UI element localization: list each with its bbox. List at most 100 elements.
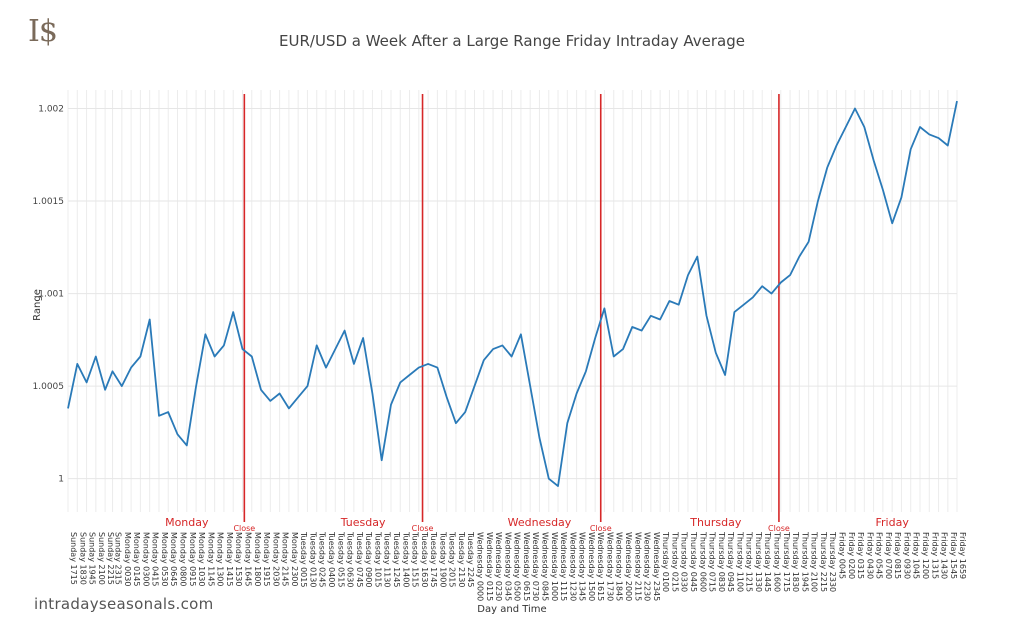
x-tick-label: Thursday 0330 — [680, 531, 689, 592]
x-tick-label: Wednesday 0730 — [531, 532, 540, 601]
x-tick-label: Friday 0815 — [893, 532, 902, 579]
day-label: Monday — [165, 516, 209, 529]
x-tick-label: Monday 1415 — [225, 532, 234, 586]
x-tick-label: Friday 0545 — [875, 532, 884, 579]
x-tick-label: Thursday 2100 — [810, 531, 819, 592]
x-tick-label: Monday 1645 — [243, 532, 252, 586]
x-tick-label: Sunday 2315 — [114, 532, 123, 585]
x-tick-label: Friday 0045 — [837, 532, 846, 579]
close-label: Close — [412, 524, 434, 533]
y-tick-label: 1 — [58, 475, 64, 485]
x-tick-label: Friday 0200 — [847, 532, 856, 579]
x-tick-label: Monday 1300 — [216, 532, 225, 586]
x-tick-label: Thursday 2330 — [828, 531, 837, 592]
x-tick-label: Tuesday 0515 — [336, 531, 345, 587]
x-tick-label: Friday 0430 — [865, 532, 874, 579]
close-label: Close — [233, 524, 255, 533]
chart-title: EUR/USD a Week After a Large Range Frida… — [279, 32, 745, 50]
x-tick-label: Friday 1545 — [949, 532, 958, 579]
x-tick-label: Thursday 0715 — [708, 531, 717, 592]
day-labels: Monday Tuesday Wednesday Thursday Friday — [165, 516, 909, 529]
close-label: Close — [768, 524, 790, 533]
x-tick-label: Wednesday 2230 — [643, 532, 652, 601]
x-tick-label: Friday 1045 — [912, 532, 921, 579]
x-tick-label: Friday 1659 — [958, 532, 967, 579]
x-tick-label: Wednesday 0000 — [476, 532, 485, 601]
series-line-group — [67, 100, 958, 488]
x-tick-label: Thursday 1445 — [763, 531, 772, 592]
x-tick-label: Thursday 1830 — [791, 531, 800, 592]
x-tick-label: Monday 2030 — [271, 532, 280, 586]
day-label: Tuesday — [340, 516, 386, 529]
x-tick-label: Thursday 0830 — [717, 531, 726, 592]
day-label: Friday — [875, 516, 909, 529]
x-tick-label: Wednesday 0500 — [513, 532, 522, 601]
x-axis-label: Day and Time — [477, 604, 547, 615]
x-tick-label: Thursday 1215 — [745, 531, 754, 592]
x-tick-label: Monday 0300 — [141, 532, 150, 586]
x-tick-label: Thursday 0600 — [698, 531, 707, 592]
x-tick-label: Thursday 0215 — [670, 531, 679, 592]
x-tick-label: Wednesday 2345 — [652, 532, 661, 601]
x-tick-label: Friday 1430 — [940, 532, 949, 579]
x-tick-label: Wednesday 1730 — [605, 532, 614, 601]
x-tick-label: Monday 2145 — [281, 532, 290, 586]
x-tick-label: Tuesday 0130 — [308, 531, 317, 587]
y-axis: 1 1.0005 1.001 1.0015 1.002 — [33, 105, 65, 485]
x-tick-label: Tuesday 0400 — [327, 531, 336, 587]
x-tick-label: Tuesday 1630 — [420, 531, 429, 587]
x-tick-label: Tuesday 1400 — [401, 531, 410, 587]
x-tick-label: Sunday 1715 — [69, 532, 78, 585]
x-tick-label: Wednesday 0615 — [522, 532, 531, 601]
x-tick-label: Thursday 2215 — [819, 531, 828, 592]
day-label: Thursday — [689, 516, 742, 529]
website-watermark: intradayseasonals.com — [34, 595, 214, 613]
x-tick-label: Wednesday 2115 — [633, 532, 642, 601]
x-tick-label: Thursday 0945 — [726, 531, 735, 592]
y-tick-label: 1.001 — [38, 290, 64, 300]
x-tick-label: Monday 0915 — [188, 532, 197, 586]
x-tick-label: Thursday 1945 — [800, 531, 809, 592]
x-tick-label: Wednesday 0230 — [494, 532, 503, 601]
x-tick-label: Thursday 1715 — [782, 531, 791, 592]
y-tick-label: 1.002 — [38, 105, 64, 115]
x-tick-label: Monday 0415 — [151, 532, 160, 586]
x-tick-label: Tuesday 2130 — [457, 531, 466, 587]
x-tick-label: Monday 0645 — [169, 532, 178, 586]
x-tick-label: Sunday 2100 — [97, 532, 106, 585]
x-tick-label: Sunday 1945 — [88, 532, 97, 585]
x-tick-label: Wednesday 2000 — [624, 532, 633, 601]
x-tick-label: Monday 0800 — [179, 532, 188, 586]
x-tick-label: Wednesday 0845 — [540, 532, 549, 601]
x-tick-label: Sunday 1830 — [78, 532, 87, 585]
close-label: Close — [590, 524, 612, 533]
x-axis-ticks: Sunday 1715 Sunday 1830 Sunday 1945 Sunday … — [69, 531, 967, 601]
x-tick-label: Wednesday 1230 — [568, 532, 577, 601]
x-tick-label: Tuesday 1515 — [411, 531, 420, 587]
close-markers: Close Close Close Close — [233, 94, 790, 533]
x-tick-label: Tuesday 1745 — [429, 531, 438, 587]
x-tick-label: Tuesday 1130 — [383, 531, 392, 587]
x-tick-label: Thursday 1600 — [773, 531, 782, 592]
x-tick-label: Friday 1315 — [930, 532, 939, 579]
x-tick-label: Wednesday 0115 — [485, 532, 494, 601]
x-tick-label: Tuesday 2245 — [466, 531, 475, 587]
x-tick-label: Tuesday 0900 — [364, 531, 373, 587]
x-tick-label: Wednesday 1345 — [578, 532, 587, 601]
x-tick-label: Wednesday 1115 — [559, 532, 568, 601]
x-tick-label: Monday 1145 — [206, 532, 215, 586]
x-tick-label: Monday 2300 — [290, 532, 299, 586]
y-tick-label: 1.0015 — [33, 197, 65, 207]
x-tick-label: Tuesday 0630 — [346, 531, 355, 587]
series-line — [67, 100, 958, 488]
x-tick-label: Thursday 1330 — [754, 531, 763, 592]
x-tick-label: Friday 0930 — [902, 532, 911, 579]
x-tick-label: Monday 0145 — [132, 532, 141, 586]
x-tick-label: Wednesday 1845 — [615, 532, 624, 601]
x-tick-label: Monday 1915 — [262, 532, 271, 586]
x-tick-label: Tuesday 2015 — [448, 531, 457, 587]
x-tick-label: Tuesday 0245 — [318, 531, 327, 587]
x-tick-label: Tuesday 1245 — [392, 531, 401, 587]
x-tick-label: Monday 1530 — [234, 532, 243, 586]
